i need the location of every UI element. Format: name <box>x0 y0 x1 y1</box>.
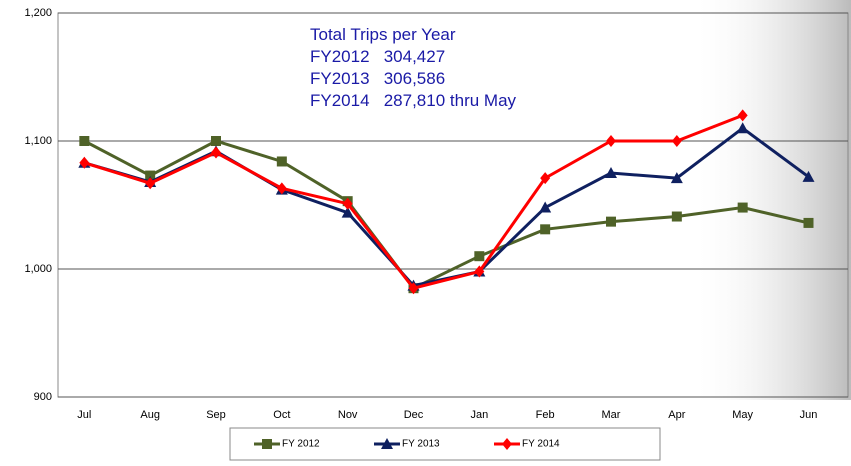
point <box>342 197 353 210</box>
x-tick-label: Aug <box>140 409 160 421</box>
y-tick-label: 1,200 <box>24 7 52 19</box>
x-tick-label: Nov <box>338 409 358 421</box>
x-tick-label: Sep <box>206 409 226 421</box>
x-tick-label: Oct <box>273 409 290 421</box>
point <box>671 135 682 147</box>
point <box>79 136 90 146</box>
legend-label: FY 2013 <box>402 439 440 450</box>
legend-marker <box>262 439 272 449</box>
legend-box <box>229 427 661 461</box>
x-tick-label: Jul <box>77 409 91 421</box>
point <box>408 282 419 295</box>
annotation: FY2012 304,427 <box>310 47 445 66</box>
point <box>276 182 287 195</box>
point <box>211 146 221 159</box>
annotation: Total Trips per Year <box>310 25 456 44</box>
point <box>737 202 748 213</box>
point <box>539 201 552 213</box>
point <box>605 167 617 178</box>
point <box>540 172 551 185</box>
point <box>79 156 90 169</box>
point <box>671 211 682 222</box>
point <box>474 265 485 278</box>
point <box>606 216 616 227</box>
point <box>341 206 354 218</box>
legend-label: FY 2012 <box>282 439 320 450</box>
point <box>276 156 287 167</box>
x-tick-label: Apr <box>668 409 685 421</box>
annotation: FY2013 306,586 <box>310 69 445 88</box>
background-photo <box>690 0 851 400</box>
legend-marker <box>502 438 512 450</box>
point <box>737 109 748 122</box>
x-tick-label: Jan <box>470 409 488 421</box>
point <box>606 135 616 147</box>
point <box>670 172 683 184</box>
x-tick-label: Jun <box>800 409 818 421</box>
y-tick-label: 1,100 <box>24 135 52 147</box>
x-tick-label: Feb <box>536 409 555 421</box>
series-line <box>83 139 809 291</box>
annotation: FY2014 287,810 thru May <box>310 91 517 110</box>
legend-marker <box>381 438 393 449</box>
point <box>145 177 156 190</box>
point <box>540 224 551 235</box>
point <box>145 170 156 181</box>
y-tick-label: 1,000 <box>24 263 52 275</box>
point <box>802 170 815 182</box>
point <box>474 251 485 262</box>
x-tick-label: May <box>732 409 753 421</box>
x-tick-label: Mar <box>602 409 621 421</box>
x-tick-label: Dec <box>404 409 424 421</box>
point <box>803 217 814 228</box>
y-tick-label: 900 <box>34 391 52 403</box>
point <box>736 122 749 134</box>
legend-label: FY 2014 <box>522 439 560 450</box>
point <box>211 136 221 146</box>
